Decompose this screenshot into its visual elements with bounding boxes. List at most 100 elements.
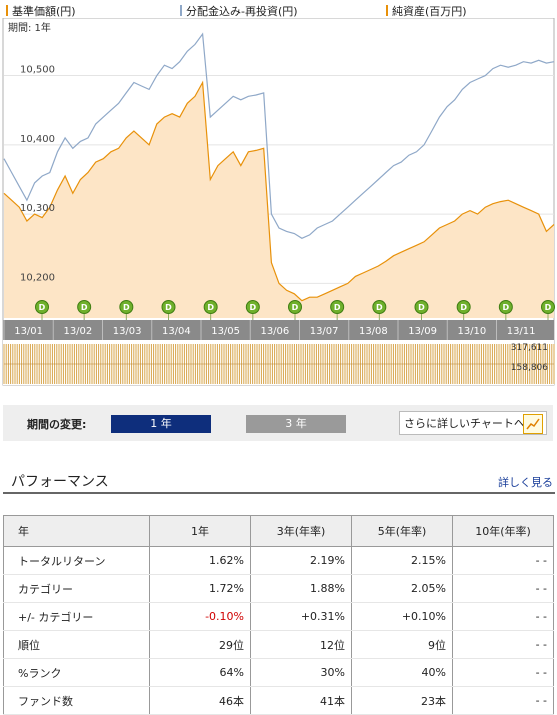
y-axis-ticks: 10,500 10,400 10,300 10,200 [20, 65, 55, 284]
dividend-label: D [418, 303, 425, 312]
performance-header: パフォーマンス 詳しく見る [3, 466, 555, 494]
row-value: 46本 [149, 686, 251, 715]
performance-body: トータルリターン 1.62% 2.19% 2.15% - - カテゴリー 1.72% 1.88… [3, 546, 554, 715]
row-label: +/- カテゴリー [3, 602, 150, 631]
row-label: ファンド数 [3, 686, 150, 715]
dividend-label: D [503, 303, 510, 312]
table-row: +/- カテゴリー -0.10% +0.31% +0.10% - - [3, 602, 554, 631]
dividend-icon [245, 300, 260, 314]
y-tick-label: 10,300 [20, 203, 55, 214]
detail-chart-link[interactable]: さらに詳しいチャートへ [399, 411, 547, 435]
dividend-icon [203, 300, 218, 314]
dividend-label: D [250, 303, 257, 312]
col-5y: 5年(年率) [351, 515, 453, 547]
row-value: 9位 [351, 630, 453, 659]
dividend-icon [372, 300, 387, 314]
row-value: 64% [149, 658, 251, 687]
row-value: +0.31% [250, 602, 352, 631]
nav-area [4, 82, 554, 318]
volume-bars [3, 344, 555, 384]
period-1y-button[interactable]: 1 年 [111, 415, 211, 433]
volume-max-label: 317,611 [511, 343, 548, 353]
series-line-0 [3, 80, 555, 302]
month-label: 13/09 [408, 326, 437, 337]
nav-area-fill [4, 82, 554, 318]
dividend-label: D [376, 303, 383, 312]
row-value: 40% [351, 658, 453, 687]
dividend-label: D [334, 303, 341, 312]
row-value: - - [452, 602, 554, 631]
period-caption: 期間: 1年 [8, 21, 51, 34]
dividend-icon [77, 300, 92, 314]
table-row: %ランク 64% 30% 40% - - [3, 658, 554, 687]
dividend-label: D [165, 303, 172, 312]
month-label: 13/05 [211, 326, 240, 337]
row-value: -0.10% [149, 602, 251, 631]
month-label: 13/03 [113, 326, 142, 337]
legend-reinvest-label: 分配金込み-再投資(円) [186, 5, 298, 18]
row-value: 2.19% [250, 546, 352, 575]
row-label: %ランク [3, 658, 150, 687]
dividend-label: D [545, 303, 552, 312]
row-value: 29位 [149, 630, 251, 659]
row-value: 23本 [351, 686, 453, 715]
table-row: ファンド数 46本 41本 23本 - - [3, 686, 554, 715]
legend-reinvest: 分配金込み-再投資(円) [180, 3, 298, 19]
row-value: 1.88% [250, 574, 352, 603]
row-value: 1.62% [149, 546, 251, 575]
col-10y: 10年(年率) [452, 515, 554, 547]
dividend-label: D [123, 303, 130, 312]
row-value: - - [452, 574, 554, 603]
row-value: 41本 [250, 686, 352, 715]
dividend-label: D [39, 303, 46, 312]
row-label: カテゴリー [3, 574, 150, 603]
series-line-1 [3, 32, 555, 239]
period-label: 期間の変更: [27, 418, 87, 431]
month-axis-bar [3, 320, 554, 340]
row-value: 1.72% [149, 574, 251, 603]
period-selector: 期間の変更: 1 年 3 年 さらに詳しいチャートへ [3, 405, 553, 441]
dividend-label: D [460, 303, 467, 312]
month-label: 13/11 [507, 326, 536, 337]
row-label: 順位 [3, 630, 150, 659]
dividend-icon [541, 300, 555, 314]
dividend-label: D [207, 303, 214, 312]
dividend-label: D [81, 303, 88, 312]
row-value: +0.10% [351, 602, 453, 631]
col-3y: 3年(年率) [250, 515, 352, 547]
period-3y-button[interactable]: 3 年 [246, 415, 346, 433]
dividend-icon [119, 300, 134, 314]
month-label: 13/04 [162, 326, 191, 337]
y-tick-label: 10,200 [20, 272, 55, 283]
row-value: - - [452, 658, 554, 687]
row-value: 2.05% [351, 574, 453, 603]
dividend-icon [456, 300, 471, 314]
table-row: カテゴリー 1.72% 1.88% 2.05% - - [3, 574, 554, 603]
row-value: - - [452, 630, 554, 659]
table-row: トータルリターン 1.62% 2.19% 2.15% - - [3, 546, 554, 575]
month-axis: 13/01 13/02 13/03 13/04 13/05 13/06 13/07 13/08… [3, 320, 536, 340]
dividend-icon [35, 300, 49, 314]
chart-lines [3, 32, 555, 302]
row-value: - - [452, 686, 554, 715]
month-label: 13/01 [14, 326, 43, 337]
performance-more-link[interactable]: 詳しく見る [498, 476, 553, 489]
volume-mid-label: 158,806 [511, 363, 548, 373]
row-value: - - [452, 546, 554, 575]
chart-icon [523, 414, 543, 434]
month-label: 13/07 [310, 326, 339, 337]
y-tick-label: 10,500 [20, 65, 55, 76]
month-label: 13/10 [457, 326, 486, 337]
col-year: 年 [3, 515, 150, 547]
detail-chart-label: さらに詳しいチャートへ [404, 417, 525, 430]
chart-legend: 基準価額(円) 分配金込み-再投資(円) 純資産(百万円) [0, 0, 557, 18]
dividend-icon [414, 300, 429, 314]
price-chart: 期間: 1年 10,500 10,400 10,300 10,200 D D D D D D D D… [2, 18, 555, 386]
performance-title: パフォーマンス [11, 474, 109, 490]
dividend-icon [498, 300, 513, 314]
dividend-icon [330, 300, 345, 314]
dividend-icon [161, 300, 176, 314]
dividend-icon [288, 300, 302, 314]
legend-nav: 基準価額(円) [6, 3, 76, 19]
